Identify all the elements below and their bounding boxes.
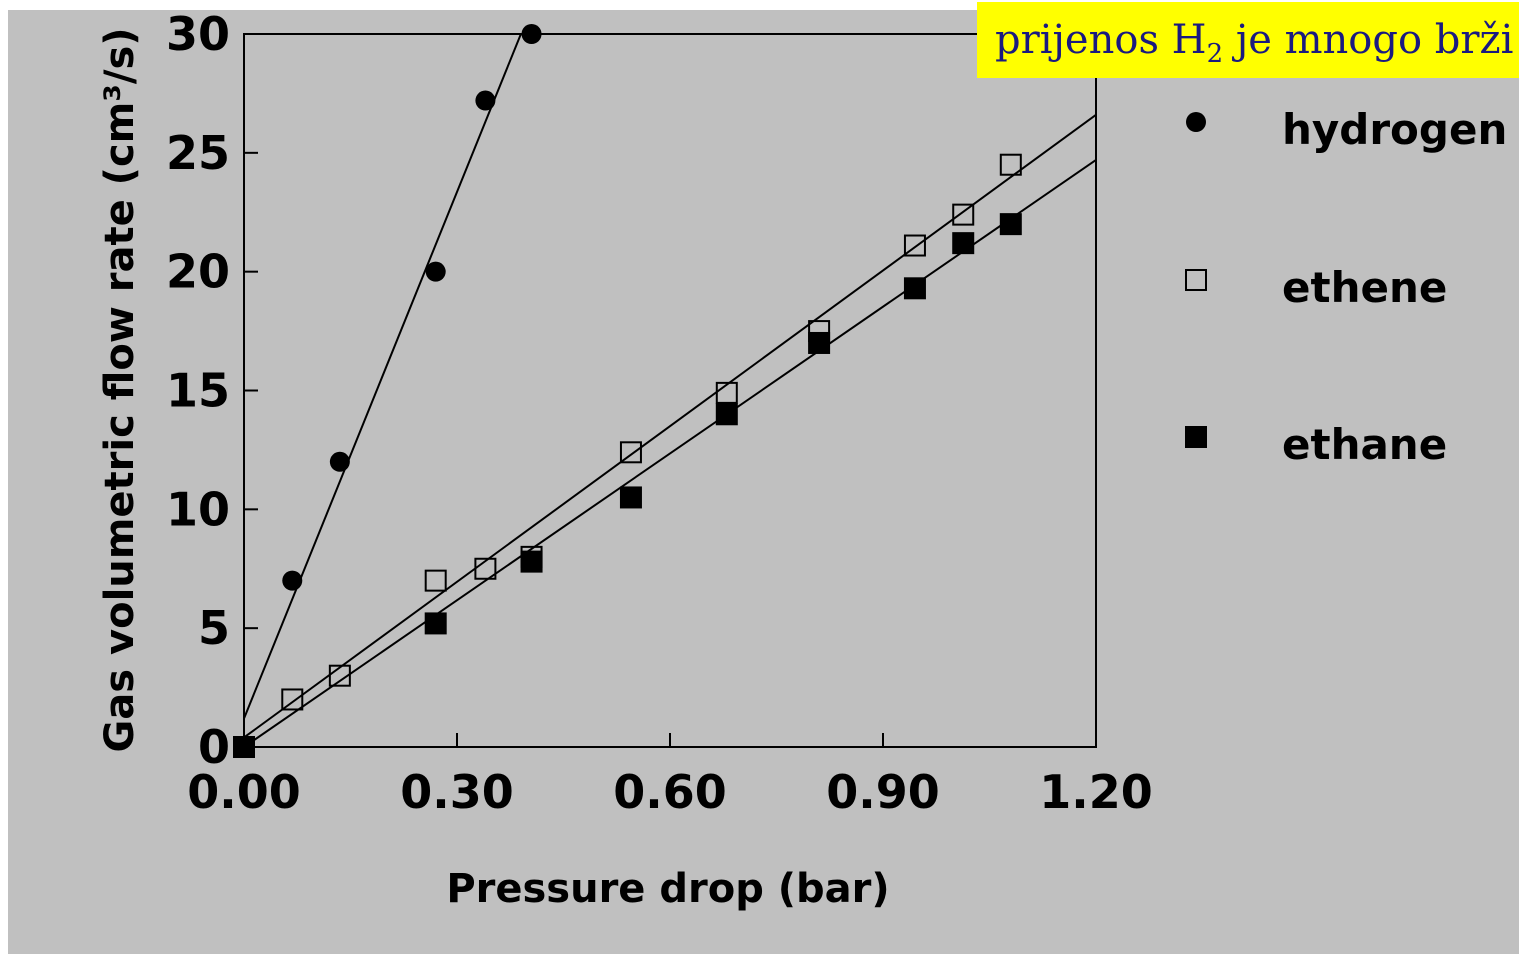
fit-line-ethane <box>243 159 1097 748</box>
point-ethene <box>281 688 304 711</box>
legend: hydrogen ethene ethane <box>1185 105 1507 469</box>
point-ethene <box>952 203 975 226</box>
point-ethane <box>233 736 255 758</box>
point-ethane <box>999 213 1022 236</box>
point-ethane <box>424 612 447 635</box>
y-axis-title: Gas volumetric flow rate (cm³/s) <box>97 27 143 752</box>
x-axis-title: Pressure drop (bar) <box>446 866 889 912</box>
point-hydrogen <box>329 451 350 472</box>
x-tick-label: 0.00 <box>187 765 301 819</box>
x-axis: 0.00 0.30 0.60 0.90 1.20 <box>187 733 1153 819</box>
data-points <box>233 24 1022 758</box>
x-tick-label: 0.90 <box>826 765 940 819</box>
y-tick-label: 10 <box>166 482 230 536</box>
y-axis: 0 5 10 15 20 25 30 <box>166 7 258 774</box>
point-ethene <box>999 153 1022 176</box>
chart-panel <box>8 10 1519 954</box>
y-tick-label: 20 <box>166 245 230 299</box>
point-ethene <box>424 569 447 592</box>
x-tick-label: 0.30 <box>400 765 514 819</box>
plot-frame <box>243 33 1097 748</box>
x-tick-label: 1.20 <box>1039 765 1153 819</box>
legend-marker-hydrogen <box>1186 112 1206 132</box>
fit-lines <box>243 33 1097 748</box>
banner-subscript: 2 <box>1206 39 1224 69</box>
point-ethane <box>520 550 543 573</box>
point-ethane <box>808 331 831 354</box>
y-tick-label: 25 <box>166 126 230 180</box>
point-ethene <box>903 234 926 257</box>
fit-line-ethene <box>243 113 1097 739</box>
y-tick-label: 15 <box>166 364 230 418</box>
y-tick-label: 0 <box>198 720 230 774</box>
fit-line-hydrogen <box>243 33 522 719</box>
point-hydrogen <box>282 570 303 591</box>
legend-label-ethene: ethene <box>1282 263 1447 312</box>
point-hydrogen <box>521 24 542 44</box>
point-ethene <box>619 441 642 464</box>
point-ethane <box>952 232 975 255</box>
x-tick-label: 0.60 <box>613 765 727 819</box>
annotation-banner: prijenos H2 je mnogo brži <box>977 2 1519 78</box>
banner-text-tail: je mnogo brži <box>1223 17 1514 63</box>
legend-marker-ethane <box>1185 426 1207 448</box>
y-tick-label: 30 <box>166 7 230 61</box>
legend-label-ethane: ethane <box>1282 420 1447 469</box>
banner-text: prijenos H <box>995 17 1207 63</box>
point-ethane <box>619 486 642 509</box>
point-hydrogen <box>475 90 496 111</box>
point-ethane <box>715 403 738 426</box>
y-tick-label: 5 <box>198 601 230 655</box>
legend-marker-ethene <box>1185 269 1207 291</box>
point-ethene <box>715 381 738 404</box>
point-ethene <box>474 557 497 580</box>
point-ethene <box>328 664 351 687</box>
point-ethane <box>903 277 926 300</box>
legend-label-hydrogen: hydrogen <box>1282 105 1507 154</box>
point-hydrogen <box>425 261 446 282</box>
